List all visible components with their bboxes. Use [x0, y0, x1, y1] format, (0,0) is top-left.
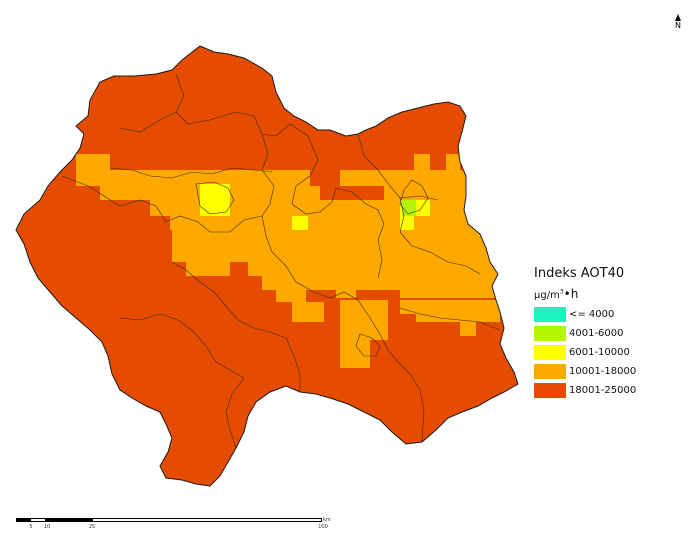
- legend-label: 18001-25000: [569, 385, 637, 396]
- map-zone-6001-10000: [292, 216, 308, 230]
- district-boundary: [399, 197, 481, 275]
- legend-unit-exponent: 3: [559, 288, 564, 296]
- district-boundary: [271, 251, 359, 301]
- legend-item: 10001-18000: [534, 362, 684, 381]
- scale-tick-label: 10: [43, 524, 51, 530]
- legend-label: 4001-6000: [569, 328, 624, 339]
- map-zone-10001-18000: [414, 154, 430, 170]
- map-zone-10001-18000: [248, 262, 518, 276]
- map-zone-18001-25000: [230, 262, 246, 276]
- map-zone-6001-10000: [400, 216, 414, 230]
- scale-tick-label: 25: [88, 524, 96, 530]
- map-zone-10001-18000: [170, 216, 518, 230]
- map-zone-10001-18000: [340, 300, 370, 368]
- district-boundary: [357, 133, 439, 201]
- region-outline: [15, 45, 519, 487]
- scale-unit: km: [323, 517, 331, 523]
- legend-swatch: [534, 345, 566, 360]
- scale-segment: [16, 518, 30, 522]
- district-boundary: [399, 307, 501, 331]
- district-boundary: [335, 187, 385, 279]
- district-boundary: [289, 123, 337, 215]
- scale-bar: 5 10 25 100 km: [16, 516, 336, 532]
- map-zone-10001-18000: [76, 170, 518, 186]
- north-arrow: N: [672, 14, 684, 30]
- legend-unit: µg/m3•h: [534, 287, 684, 301]
- map-zone-10001-18000: [276, 290, 306, 302]
- district-boundary: [61, 175, 167, 223]
- map-zone-10001-18000: [336, 290, 518, 298]
- legend-title: Indeks AOT40: [534, 266, 625, 281]
- legend-label: 10001-18000: [569, 366, 637, 377]
- legend-unit-suffix: •h: [563, 287, 579, 301]
- map-zone-6001-10000: [200, 184, 230, 216]
- district-boundary: [165, 215, 263, 233]
- map-zone-10001-18000: [460, 322, 476, 336]
- map-zone-10001-18000: [76, 154, 110, 170]
- map-zone-10001-18000: [172, 230, 518, 246]
- map-zone-10001-18000: [370, 300, 388, 340]
- map-zone-10001-18000: [400, 300, 500, 314]
- map-zone-10001-18000: [172, 246, 518, 262]
- scale-tick-label: 100: [318, 524, 328, 530]
- district-boundary: [195, 181, 235, 215]
- legend-item: 18001-25000: [534, 381, 684, 400]
- map-zone-10001-18000: [262, 276, 518, 290]
- map-zone-18001-25000: [320, 186, 384, 200]
- district-boundary: [399, 179, 429, 215]
- map-zone-10001-18000: [416, 314, 500, 322]
- legend-label: <= 4000: [569, 309, 615, 320]
- map-zone-4001-6000: [402, 200, 416, 216]
- map-zone-10001-18000: [186, 262, 232, 276]
- map-zone-18001-25000: [356, 290, 400, 300]
- legend-label: 6001-10000: [569, 347, 630, 358]
- legend-item: 6001-10000: [534, 343, 684, 362]
- legend-swatch: [534, 364, 566, 379]
- district-boundary: [285, 337, 301, 392]
- district-boundary: [357, 299, 425, 443]
- district-boundary: [109, 167, 273, 179]
- map-zone-10001-18000: [446, 154, 460, 170]
- scale-segment: [46, 518, 92, 522]
- map-zone-18001-25000: [310, 170, 340, 186]
- legend-item: 4001-6000: [534, 324, 684, 343]
- north-label: N: [675, 21, 681, 30]
- district-boundary: [355, 333, 381, 357]
- legend-swatch: [534, 326, 566, 341]
- legend: Indeks AOT40 µg/m3•h <= 4000 4001-6000 600…: [534, 266, 684, 400]
- scale-tick-label: 5: [29, 524, 33, 530]
- district-boundary: [119, 111, 177, 133]
- district-boundary: [175, 73, 291, 137]
- legend-items: <= 4000 4001-6000 6001-10000 10001-18000 180…: [534, 305, 684, 400]
- legend-swatch: [534, 383, 566, 398]
- district-boundary: [119, 313, 245, 379]
- scale-segment: [30, 518, 46, 522]
- north-arrow-icon: [675, 14, 681, 21]
- legend-swatch: [534, 307, 566, 322]
- map-zone-10001-18000: [292, 302, 324, 322]
- district-boundary: [171, 261, 287, 339]
- scale-segment: [92, 518, 322, 522]
- legend-item: <= 4000: [534, 305, 684, 324]
- district-boundary: [261, 133, 275, 253]
- legend-unit-prefix: µg/m: [534, 290, 560, 301]
- district-boundary: [225, 377, 245, 449]
